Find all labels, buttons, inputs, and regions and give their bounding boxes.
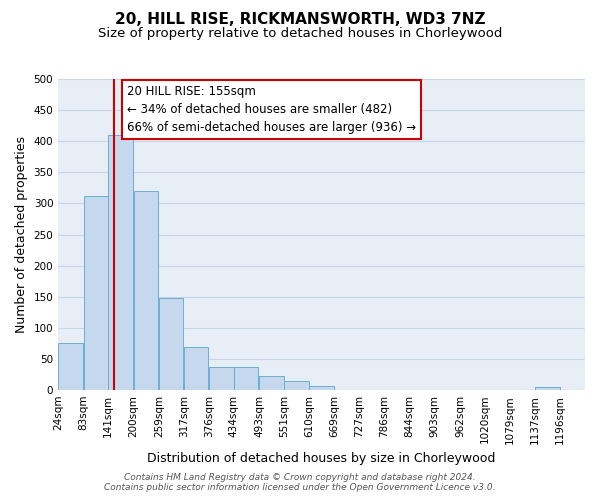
Bar bbox=[83, 196, 108, 390]
Bar bbox=[184, 346, 208, 390]
Y-axis label: Number of detached properties: Number of detached properties bbox=[15, 136, 28, 333]
Bar bbox=[535, 387, 560, 390]
Text: 20, HILL RISE, RICKMANSWORTH, WD3 7NZ: 20, HILL RISE, RICKMANSWORTH, WD3 7NZ bbox=[115, 12, 485, 28]
Bar bbox=[159, 298, 184, 390]
Bar bbox=[109, 135, 133, 390]
Text: Contains HM Land Registry data © Crown copyright and database right 2024.
Contai: Contains HM Land Registry data © Crown c… bbox=[104, 473, 496, 492]
Bar bbox=[234, 367, 259, 390]
Text: 20 HILL RISE: 155sqm
← 34% of detached houses are smaller (482)
66% of semi-deta: 20 HILL RISE: 155sqm ← 34% of detached h… bbox=[127, 85, 416, 134]
Bar bbox=[209, 367, 233, 390]
Text: Size of property relative to detached houses in Chorleywood: Size of property relative to detached ho… bbox=[98, 28, 502, 40]
Bar bbox=[58, 344, 83, 390]
Bar bbox=[134, 191, 158, 390]
X-axis label: Distribution of detached houses by size in Chorleywood: Distribution of detached houses by size … bbox=[148, 452, 496, 465]
Bar bbox=[310, 386, 334, 390]
Bar bbox=[259, 376, 284, 390]
Bar bbox=[284, 382, 308, 390]
